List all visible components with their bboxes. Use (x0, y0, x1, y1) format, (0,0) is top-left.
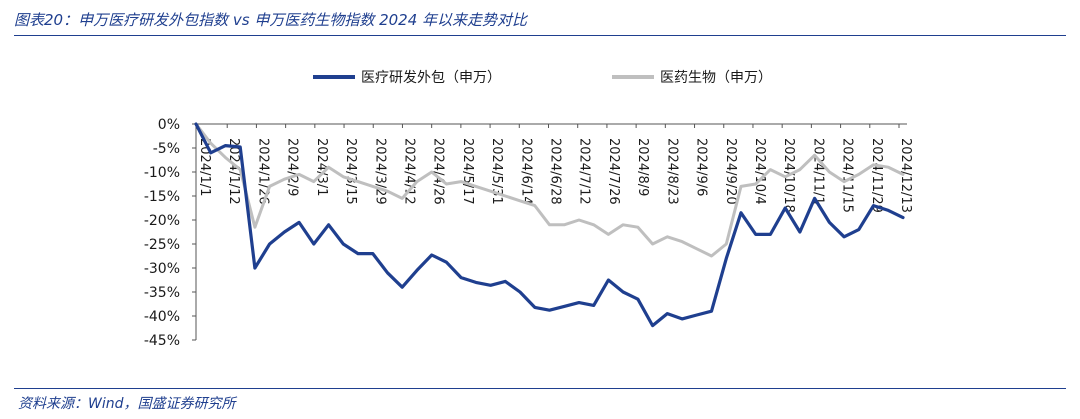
legend-label: 医药生物（申万） (660, 70, 772, 86)
x-tick-label: 2024/11/1 (810, 138, 825, 205)
series-line-cro (194, 122, 905, 328)
legend: 医疗研发外包（申万） 医药生物（申万） (313, 70, 772, 86)
x-tick-label: 2024/10/4 (752, 138, 767, 205)
y-tick-label: -25% (144, 237, 180, 253)
x-tick-label: 2024/4/26 (431, 138, 446, 205)
series-lines (194, 122, 905, 328)
x-tick-label: 2024/9/20 (723, 138, 738, 205)
chart-title: 图表20：申万医疗研发外包指数 vs 申万医药生物指数 2024 年以来走势对比 (14, 11, 528, 29)
legend-label: 医疗研发外包（申万） (361, 70, 501, 86)
series-line-pharma (194, 122, 905, 258)
x-tick-label: 2024/12/13 (898, 138, 913, 213)
x-axis: 2024/1/1 2024/1/12 2024/1/26 2024/2/9 2024/3… (196, 123, 913, 213)
x-tick-label: 2024/9/6 (694, 138, 709, 196)
x-tick-label: 2024/3/1 (314, 138, 329, 196)
y-tick-label: -30% (144, 261, 180, 277)
x-tick-label: 2024/7/26 (606, 138, 621, 205)
x-tick-label: 2024/5/31 (489, 138, 504, 205)
x-tick-label: 2024/6/28 (548, 138, 563, 205)
top-rule (14, 35, 1066, 36)
x-tick-label: 2024/1/1 (197, 138, 212, 196)
y-tick-label: -15% (144, 189, 180, 205)
x-tick-label: 2024/8/23 (664, 138, 679, 205)
x-tick-label: 2024/5/17 (460, 138, 475, 205)
x-tick-label: 2024/1/12 (226, 138, 241, 205)
x-tick-label: 2024/11/29 (869, 138, 884, 213)
bottom-rule (14, 388, 1066, 389)
y-tick-label: -10% (144, 165, 180, 181)
x-tick-label: 2024/3/29 (372, 138, 387, 205)
x-tick-label: 2024/3/15 (343, 138, 358, 205)
x-tick-label: 2024/6/14 (518, 138, 533, 205)
y-tick-label: -35% (144, 285, 180, 301)
source-note: 资料来源：Wind，国盛证券研究所 (18, 396, 236, 412)
y-tick-label: 0% (158, 117, 180, 133)
y-tick-label: -45% (144, 333, 180, 349)
y-axis: 0% -5% -10% -15% -20% -25% -30% -35% -40% -45% (144, 117, 197, 349)
x-tick-label: 2024/1/26 (255, 138, 270, 205)
y-tick-label: -40% (144, 309, 180, 325)
x-tick-label: 2024/7/12 (577, 138, 592, 205)
x-tick-label: 2024/2/9 (285, 138, 300, 196)
y-tick-label: -20% (144, 213, 180, 229)
x-tick-label: 2024/8/9 (635, 138, 650, 196)
x-tick-label: 2024/11/15 (840, 138, 855, 213)
y-tick-label: -5% (153, 141, 180, 157)
